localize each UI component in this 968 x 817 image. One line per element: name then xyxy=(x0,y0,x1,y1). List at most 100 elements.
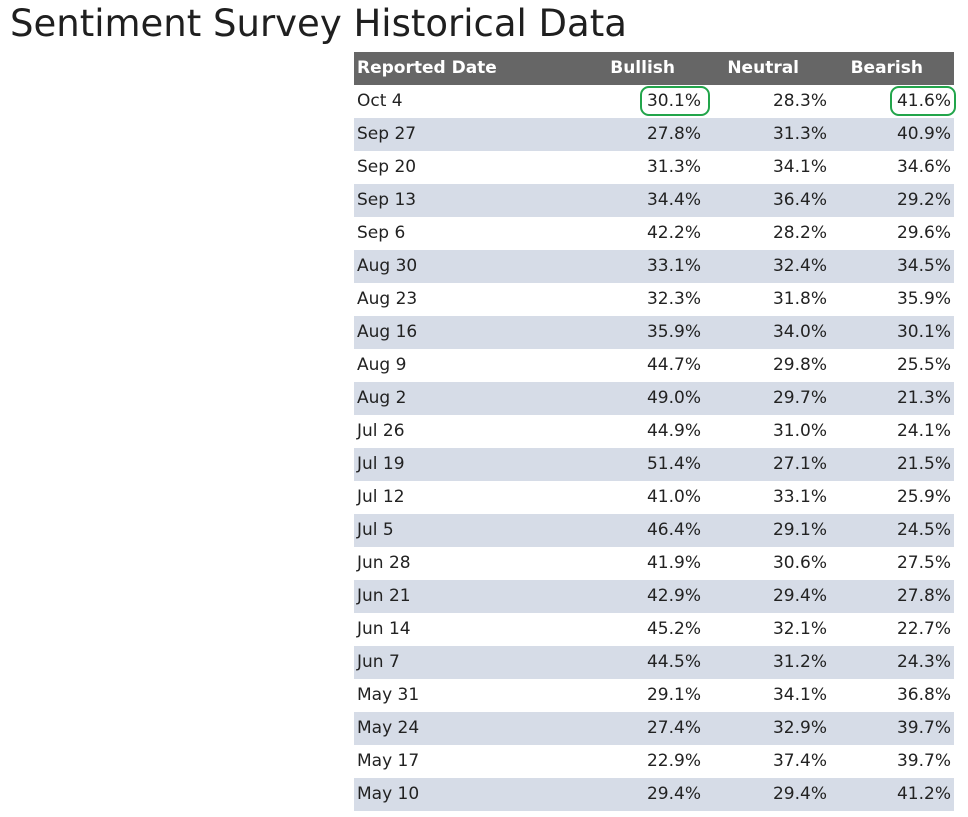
date-cell: Jun 21 xyxy=(357,586,411,606)
date-cell: Jun 14 xyxy=(357,619,411,639)
neutral-cell: 28.3% xyxy=(772,91,827,111)
neutral-cell: 31.2% xyxy=(772,652,827,672)
table-row: Jul 26 44.9% 31.0% 24.1% xyxy=(354,415,954,448)
bullish-cell: 41.9% xyxy=(646,553,701,573)
date-cell: Aug 30 xyxy=(357,256,418,276)
bullish-cell: 46.4% xyxy=(646,520,701,540)
bearish-cell: 41.2% xyxy=(896,784,951,804)
date-cell: Sep 27 xyxy=(357,124,417,144)
date-cell: Sep 6 xyxy=(357,223,406,243)
bearish-cell: 22.7% xyxy=(896,619,951,639)
table-row: Jul 19 51.4% 27.1% 21.5% xyxy=(354,448,954,481)
bearish-cell: 24.1% xyxy=(896,421,951,441)
table-row: Aug 30 33.1% 32.4% 34.5% xyxy=(354,250,954,283)
table-body: Oct 4 30.1% 28.3% 41.6% Sep 27 27.8% 31.3% 40.9… xyxy=(354,85,956,811)
bearish-cell: 30.1% xyxy=(896,322,951,342)
bearish-cell: 35.9% xyxy=(896,289,951,309)
date-cell: Jun 7 xyxy=(357,652,400,672)
neutral-cell: 32.9% xyxy=(772,718,827,738)
bearish-cell: 25.5% xyxy=(896,355,951,375)
neutral-cell: 34.0% xyxy=(772,322,827,342)
date-cell: Sep 13 xyxy=(357,190,417,210)
bullish-cell: 49.0% xyxy=(646,388,701,408)
sentiment-table: Reported Date Bullish Neutral Bearish Oc… xyxy=(354,52,956,811)
table-row: Sep 13 34.4% 36.4% 29.2% xyxy=(354,184,954,217)
table-row: Sep 6 42.2% 28.2% 29.6% xyxy=(354,217,954,250)
table-row: Oct 4 30.1% 28.3% 41.6% xyxy=(354,85,956,118)
bullish-cell: 33.1% xyxy=(646,256,701,276)
date-cell: Sep 20 xyxy=(357,157,417,177)
neutral-cell: 29.7% xyxy=(772,388,827,408)
table-row: Sep 27 27.8% 31.3% 40.9% xyxy=(354,118,954,151)
table-row: Jun 21 42.9% 29.4% 27.8% xyxy=(354,580,954,613)
bullish-cell: 41.0% xyxy=(646,487,701,507)
bearish-cell: 29.2% xyxy=(896,190,951,210)
table-row: Jul 5 46.4% 29.1% 24.5% xyxy=(354,514,954,547)
bullish-cell: 30.1% xyxy=(646,91,701,111)
bearish-cell: 27.8% xyxy=(896,586,951,606)
date-cell: Jun 28 xyxy=(357,553,411,573)
neutral-cell: 27.1% xyxy=(772,454,827,474)
column-header-neutral[interactable]: Neutral xyxy=(727,58,799,78)
bearish-cell: 39.7% xyxy=(896,718,951,738)
table-row: May 17 22.9% 37.4% 39.7% xyxy=(354,745,954,778)
table-row: Aug 9 44.7% 29.8% 25.5% xyxy=(354,349,954,382)
bearish-cell: 29.6% xyxy=(896,223,951,243)
bullish-cell: 44.7% xyxy=(646,355,701,375)
bearish-cell: 21.3% xyxy=(896,388,951,408)
table-row: Sep 20 31.3% 34.1% 34.6% xyxy=(354,151,954,184)
neutral-cell: 37.4% xyxy=(772,751,827,771)
neutral-cell: 32.4% xyxy=(772,256,827,276)
bullish-cell: 29.1% xyxy=(646,685,701,705)
bullish-cell: 44.5% xyxy=(646,652,701,672)
neutral-cell: 32.1% xyxy=(772,619,827,639)
date-cell: Oct 4 xyxy=(357,91,403,111)
table-row: Aug 16 35.9% 34.0% 30.1% xyxy=(354,316,954,349)
bearish-cell: 34.5% xyxy=(896,256,951,276)
bullish-cell: 42.2% xyxy=(646,223,701,243)
table-row: Jun 7 44.5% 31.2% 24.3% xyxy=(354,646,954,679)
table-row: Jun 14 45.2% 32.1% 22.7% xyxy=(354,613,954,646)
bearish-cell: 40.9% xyxy=(896,124,951,144)
bullish-cell: 22.9% xyxy=(646,751,701,771)
date-cell: Jul 12 xyxy=(357,487,405,507)
column-header-bullish[interactable]: Bullish xyxy=(610,58,675,78)
neutral-cell: 30.6% xyxy=(772,553,827,573)
bullish-cell: 35.9% xyxy=(646,322,701,342)
bullish-cell: 27.4% xyxy=(646,718,701,738)
table-header-row: Reported Date Bullish Neutral Bearish xyxy=(354,52,954,85)
date-cell: May 17 xyxy=(357,751,420,771)
date-cell: Jul 19 xyxy=(357,454,405,474)
column-header-reported-date[interactable]: Reported Date xyxy=(357,58,497,78)
bearish-cell: 34.6% xyxy=(896,157,951,177)
date-cell: Aug 16 xyxy=(357,322,418,342)
page-title: Sentiment Survey Historical Data xyxy=(10,2,627,45)
bearish-cell: 36.8% xyxy=(896,685,951,705)
bullish-cell: 45.2% xyxy=(646,619,701,639)
table-row: May 31 29.1% 34.1% 36.8% xyxy=(354,679,954,712)
date-cell: Jul 26 xyxy=(357,421,405,441)
neutral-cell: 29.4% xyxy=(772,784,827,804)
neutral-cell: 34.1% xyxy=(772,157,827,177)
date-cell: May 31 xyxy=(357,685,420,705)
bearish-cell: 41.6% xyxy=(896,91,951,111)
table-row: May 10 29.4% 29.4% 41.2% xyxy=(354,778,954,811)
bullish-cell: 32.3% xyxy=(646,289,701,309)
bullish-cell: 31.3% xyxy=(646,157,701,177)
column-header-bearish[interactable]: Bearish xyxy=(850,58,923,78)
bullish-cell: 51.4% xyxy=(646,454,701,474)
bearish-cell: 25.9% xyxy=(896,487,951,507)
date-cell: May 24 xyxy=(357,718,420,738)
neutral-cell: 28.2% xyxy=(772,223,827,243)
neutral-cell: 29.8% xyxy=(772,355,827,375)
neutral-cell: 31.0% xyxy=(772,421,827,441)
table-row: Aug 2 49.0% 29.7% 21.3% xyxy=(354,382,954,415)
neutral-cell: 34.1% xyxy=(772,685,827,705)
bearish-cell: 24.3% xyxy=(896,652,951,672)
bullish-cell: 44.9% xyxy=(646,421,701,441)
date-cell: Jul 5 xyxy=(357,520,394,540)
table-row: May 24 27.4% 32.9% 39.7% xyxy=(354,712,954,745)
table-row: Aug 23 32.3% 31.8% 35.9% xyxy=(354,283,954,316)
date-cell: Aug 9 xyxy=(357,355,407,375)
table-row: Jul 12 41.0% 33.1% 25.9% xyxy=(354,481,954,514)
